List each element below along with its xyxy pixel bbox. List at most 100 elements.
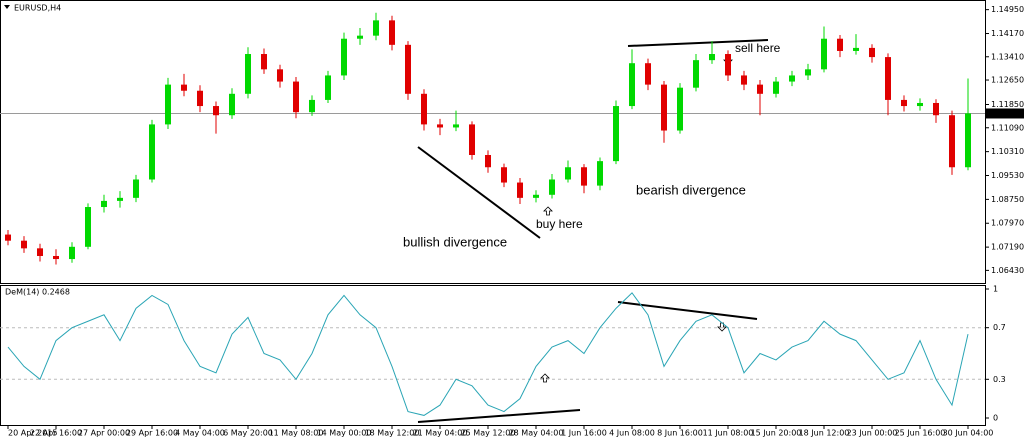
candle-body xyxy=(805,69,811,76)
candle-body xyxy=(21,240,27,249)
candle-body xyxy=(37,248,43,256)
candle-body xyxy=(245,54,251,94)
chart-title: EURUSD,H4 xyxy=(14,4,61,13)
y-tick-label: 1.14950 xyxy=(991,5,1024,14)
candle-body xyxy=(773,81,779,94)
indicator-panel xyxy=(0,285,986,426)
candle-body xyxy=(373,20,379,36)
menu-arrow xyxy=(4,5,10,9)
x-tick-label: 8 Jun 16:00 xyxy=(657,429,703,438)
candle-body xyxy=(533,194,539,198)
candle-body xyxy=(837,38,843,51)
candle-body xyxy=(565,167,571,180)
candle-body xyxy=(613,106,619,162)
candle-body xyxy=(213,106,219,116)
candle-body xyxy=(53,255,59,260)
candle-body xyxy=(437,124,443,128)
candle-body xyxy=(661,84,667,131)
x-tick-label: 20 Apr 2015 xyxy=(8,429,57,438)
y-tick-label: 1.10310 xyxy=(991,147,1024,156)
candle-body xyxy=(181,84,187,91)
candle-body xyxy=(133,179,139,198)
candle-body xyxy=(293,81,299,113)
candle-body xyxy=(965,113,971,168)
candle-body xyxy=(5,234,11,241)
candle-body xyxy=(325,75,331,100)
y-tick-label: 1.07970 xyxy=(991,219,1024,228)
candle-body xyxy=(117,197,123,201)
candle-body xyxy=(277,69,283,82)
candle-body xyxy=(101,200,107,208)
x-tick-label: 14 May 00:00 xyxy=(317,429,372,438)
candle-body xyxy=(581,167,587,186)
annotation: bearish divergence xyxy=(636,182,746,197)
candle-body xyxy=(869,47,875,58)
x-tick-label: 1 Jun 16:00 xyxy=(561,429,607,438)
annotation: buy here xyxy=(536,217,583,231)
x-tick-label: 30 Jun 04:00 xyxy=(943,429,994,438)
y-tick-label: 1.06430 xyxy=(991,266,1024,275)
x-tick-label: 23 Jun 00:00 xyxy=(847,429,898,438)
x-tick-label: 29 Apr 16:00 xyxy=(126,429,178,438)
current-price-box xyxy=(986,108,1024,119)
indicator-title: DeM(14) 0.2468 xyxy=(5,288,70,297)
candle-body xyxy=(229,93,235,116)
candle-body xyxy=(917,102,923,107)
up-arrow xyxy=(540,373,550,383)
x-tick-label: 28 May 04:00 xyxy=(509,429,564,438)
candle-body xyxy=(885,57,891,100)
x-tick-label: 27 Apr 00:00 xyxy=(78,429,130,438)
x-tick-label: 15 Jun 20:00 xyxy=(751,429,802,438)
candle-body xyxy=(741,75,747,85)
candle-body xyxy=(709,54,715,61)
y-tick-label: 1.11090 xyxy=(991,123,1024,132)
y-tick-label: 1.09530 xyxy=(991,171,1024,180)
trend-line xyxy=(417,409,581,423)
candle-body xyxy=(389,20,395,45)
candle-body xyxy=(597,161,603,186)
trend-line xyxy=(417,146,541,239)
candle-body xyxy=(517,182,523,198)
candle-body xyxy=(549,179,555,195)
y-tick-label: 1.11850 xyxy=(991,100,1024,109)
trend-line xyxy=(627,39,769,47)
y-tick-label: 1.14170 xyxy=(991,29,1024,38)
candle-body xyxy=(693,60,699,88)
y-tick-label: 0.3 xyxy=(993,375,1006,384)
x-tick-label: 6 May 20:00 xyxy=(223,429,273,438)
candle-body xyxy=(901,99,907,107)
annotation: sell here xyxy=(735,41,781,55)
candle-body xyxy=(853,47,859,51)
candle-body xyxy=(645,63,651,85)
y-tick-label: 0.7 xyxy=(993,323,1006,332)
candle-body xyxy=(725,54,731,76)
x-tick-label: 22 Apr 16:00 xyxy=(30,429,82,438)
x-tick-label: 11 May 08:00 xyxy=(269,429,324,438)
candle-body xyxy=(469,124,475,156)
candle-body xyxy=(677,87,683,131)
y-tick-label: 1.07190 xyxy=(991,243,1024,252)
x-tick-label: 4 May 04:00 xyxy=(175,429,225,438)
up-arrow xyxy=(543,206,553,216)
x-tick-label: 4 Jun 08:00 xyxy=(609,429,655,438)
candle-body xyxy=(421,93,427,125)
candle-body xyxy=(757,84,763,94)
x-tick-label: 25 May 12:00 xyxy=(461,429,516,438)
candle-body xyxy=(949,115,955,168)
dem-line xyxy=(7,292,969,416)
annotation: bullish divergence xyxy=(403,234,507,249)
candle-body xyxy=(357,35,363,39)
x-tick-label: 18 May 12:00 xyxy=(365,429,420,438)
y-tick-label: 1.08750 xyxy=(991,195,1024,204)
candle-body xyxy=(69,246,75,260)
candle-body xyxy=(405,44,411,94)
y-tick-label: 1.12650 xyxy=(991,76,1024,85)
candle-body xyxy=(165,84,171,125)
x-tick-label: 21 May 04:00 xyxy=(413,429,468,438)
candle-body xyxy=(261,54,267,70)
candle-body xyxy=(501,167,507,183)
candle-body xyxy=(933,102,939,116)
y-tick-label: 1.13410 xyxy=(991,52,1024,61)
